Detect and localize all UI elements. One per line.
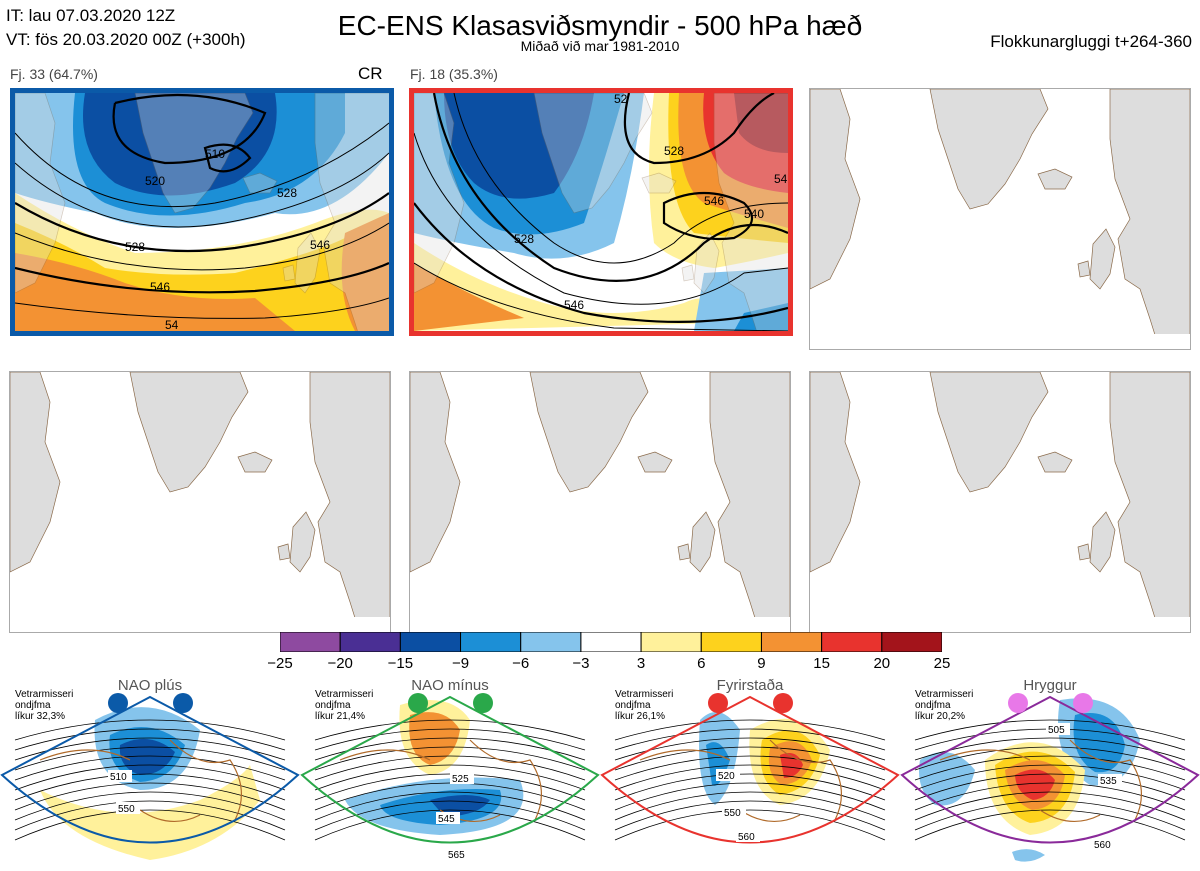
page-title: EC-ENS Klasasviðsmyndir - 500 hPa hæð (337, 10, 863, 41)
colorbar-tick-label: −20 (327, 655, 353, 672)
regime-marker (773, 693, 793, 713)
colorbar (279, 631, 943, 653)
contour-label: 550 (724, 808, 741, 819)
empty-map-4 (9, 371, 391, 633)
regime-note-line: ondjfma (15, 700, 51, 711)
colorbar-tick-label: −25 (267, 655, 293, 672)
colorbar-tick-label: −6 (512, 655, 530, 672)
contour-label: 546 (704, 194, 724, 208)
regime-note-line: Vetrarmisseri (915, 689, 974, 700)
regime-probability-note: Vetrarmisseri ondjfma líkur 21,4% (315, 689, 373, 722)
contour-label: 510 (110, 772, 127, 783)
contour-label: 535 (1100, 776, 1117, 787)
regime-title: Hryggur (1023, 677, 1077, 694)
contour-label: 525 (452, 774, 469, 785)
contour-label: 528 (277, 186, 297, 200)
contour-label: 560 (738, 832, 755, 843)
colorbar-tick-label: −9 (451, 655, 470, 672)
empty-map-5 (409, 371, 791, 633)
colorbar-tick-label: 6 (697, 655, 706, 672)
colorbar-tick-label: −3 (572, 655, 590, 672)
contour-label: 528 (514, 232, 534, 246)
cluster-map-1: 520 510 528 528 546 546 54 (10, 88, 394, 336)
contour-label: 560 (1094, 840, 1111, 851)
contour-label: 565 (448, 850, 465, 861)
empty-map-6 (809, 371, 1191, 633)
panel-1-label: Fj. 33 (64.7%) (10, 66, 98, 82)
regime-title: Fyrirstaða (716, 677, 784, 694)
contour-label: 546 (564, 298, 584, 312)
regime-frame (900, 695, 1200, 844)
page-subtitle: Miðað við mar 1981-2010 (520, 38, 680, 54)
contour-label: 550 (118, 804, 135, 815)
cluster-map-2: 528 52 528 546 546 540 546 (409, 88, 793, 336)
regime-marker (708, 693, 728, 713)
regime-frame (300, 695, 600, 844)
regime-probability-note: Vetrarmisseri ondjfma líkur 20,2% (915, 689, 973, 722)
regime-note-line: líkur 32,3% (15, 711, 66, 722)
contour-label: 545 (438, 814, 455, 825)
contour-label: 510 (205, 147, 225, 161)
regime-note-line: líkur 21,4% (315, 711, 366, 722)
colorbar-tick-label: 25 (933, 655, 951, 672)
regime-frame (0, 695, 300, 844)
regime-title: NAO plús (117, 677, 183, 694)
colorbar-tick-label: 3 (636, 655, 646, 672)
regime-note-line: Vetrarmisseri (615, 689, 674, 700)
initial-time: IT: lau 07.03.2020 12Z (6, 6, 176, 25)
valid-time: VT: fös 20.03.2020 00Z (+300h) (6, 30, 246, 49)
colorbar-tick-label: 15 (813, 655, 830, 672)
regime-frame (600, 695, 900, 844)
regime-note-line: Vetrarmisseri (315, 689, 374, 700)
contour-label: 546 (774, 172, 788, 186)
regime-note-line: ondjfma (915, 700, 951, 711)
panel-2-label: Fj. 18 (35.3%) (410, 66, 498, 82)
regime-marker (108, 693, 128, 713)
regime-marker (173, 693, 193, 713)
colorbar-tick-label: −15 (387, 655, 414, 672)
regime-note-line: ondjfma (315, 700, 351, 711)
contour-label: 546 (310, 238, 330, 252)
classification-window: Flokkunargluggi t+264-360 (990, 32, 1192, 51)
regime-probability-note: Vetrarmisseri ondjfma líkur 26,1% (615, 689, 673, 722)
regime-marker (1073, 693, 1093, 713)
contour-label: 528 (125, 240, 145, 254)
contour-label: 540 (744, 207, 764, 221)
contour-label: 54 (165, 318, 179, 331)
panel-1-tag: CR (358, 64, 383, 83)
regime-marker (408, 693, 428, 713)
contour-label: 520 (145, 174, 165, 188)
regime-note-line: Vetrarmisseri (15, 689, 74, 700)
regime-note-line: líkur 20,2% (915, 711, 966, 722)
regime-marker (473, 693, 493, 713)
regime-marker (1008, 693, 1028, 713)
regime-title: NAO mínus (411, 677, 489, 694)
regime-probability-note: Vetrarmisseri ondjfma líkur 32,3% (15, 689, 73, 722)
contour-label: 52 (614, 93, 628, 106)
header-info: IT: lau 07.03.2020 12Z VT: fös 20.03.202… (6, 4, 246, 52)
colorbar-tick-label: 20 (873, 655, 891, 672)
regime-note-line: ondjfma (615, 700, 651, 711)
colorbar-tick-label: 9 (757, 655, 766, 672)
contour-label: 520 (718, 771, 735, 782)
contour-label: 546 (150, 280, 170, 294)
contour-label: 528 (664, 144, 684, 158)
regime-note-line: líkur 26,1% (615, 711, 666, 722)
empty-map-3 (809, 88, 1191, 350)
contour-label: 505 (1048, 725, 1065, 736)
